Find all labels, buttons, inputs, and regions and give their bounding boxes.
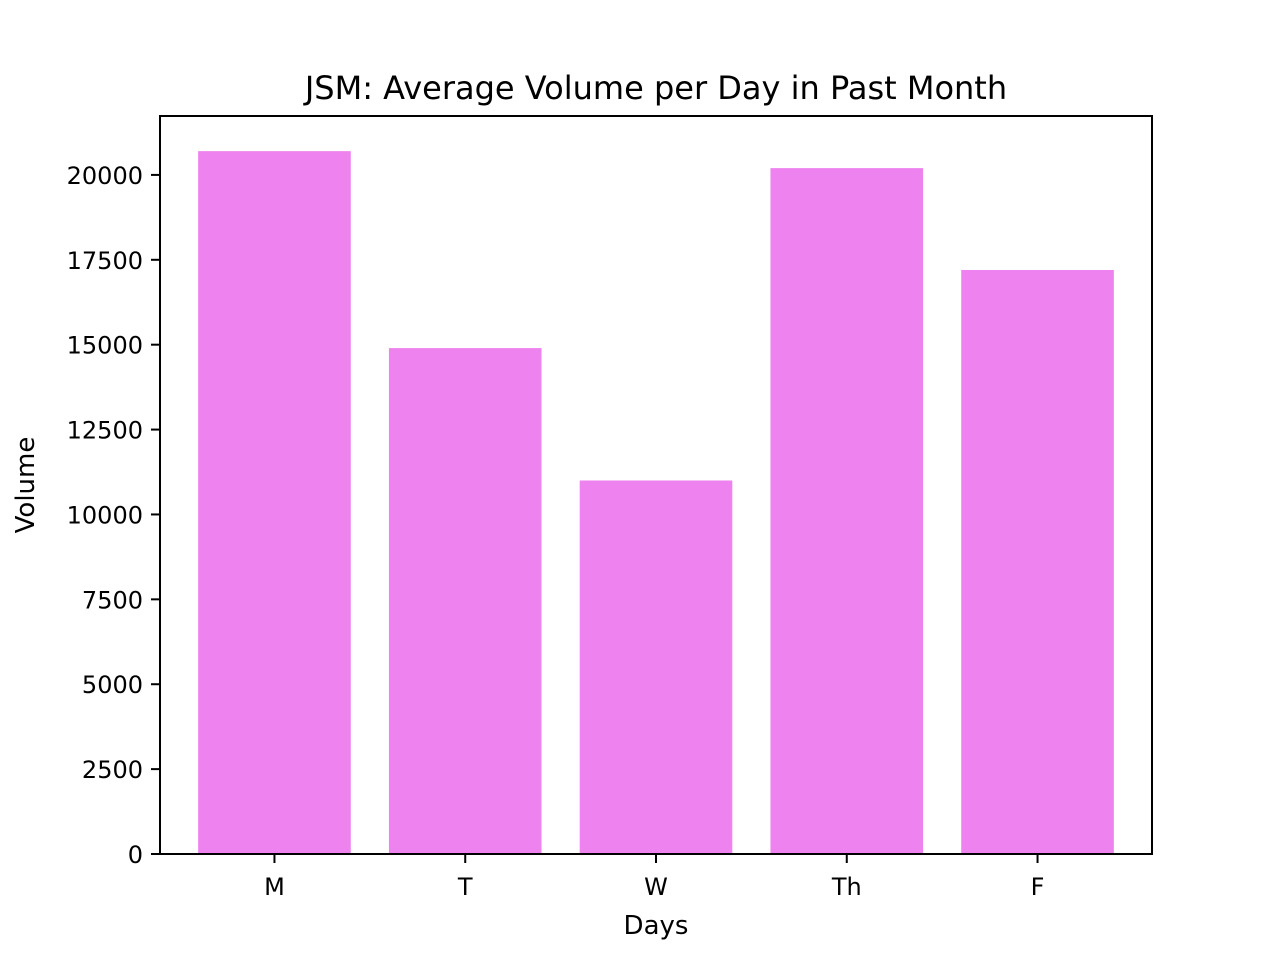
y-tick-label: 5000 [82, 671, 143, 699]
y-tick-label: 2500 [82, 756, 143, 784]
y-tick-label: 20000 [67, 162, 143, 190]
bar-m [198, 151, 351, 855]
x-tick-label: Th [831, 873, 862, 901]
y-tick-label: 10000 [67, 501, 143, 529]
x-tick-label: W [644, 873, 668, 901]
y-axis-label: Volume [11, 437, 41, 534]
bar-t [388, 348, 542, 854]
y-tick-label: 17500 [67, 247, 143, 275]
bars-layer [198, 151, 1114, 855]
bar-th [770, 168, 924, 854]
y-tick-label: 0 [128, 841, 143, 869]
y-tick-label: 12500 [67, 417, 143, 445]
x-tick-label: F [1031, 873, 1045, 901]
y-tick-label: 15000 [67, 332, 143, 360]
x-axis-ticks: M T W Th F [264, 854, 1044, 901]
y-tick-label: 7500 [82, 586, 143, 614]
x-tick-label: M [264, 873, 285, 901]
x-tick-label: T [457, 873, 473, 901]
bar-f [961, 269, 1114, 855]
chart-title: JSM: Average Volume per Day in Past Mont… [303, 69, 1007, 107]
x-axis-label: Days [624, 911, 689, 941]
y-axis-ticks: 0 2500 5000 7500 10000 12500 15000 17500 20000 [67, 162, 160, 869]
bar-w [579, 480, 733, 854]
